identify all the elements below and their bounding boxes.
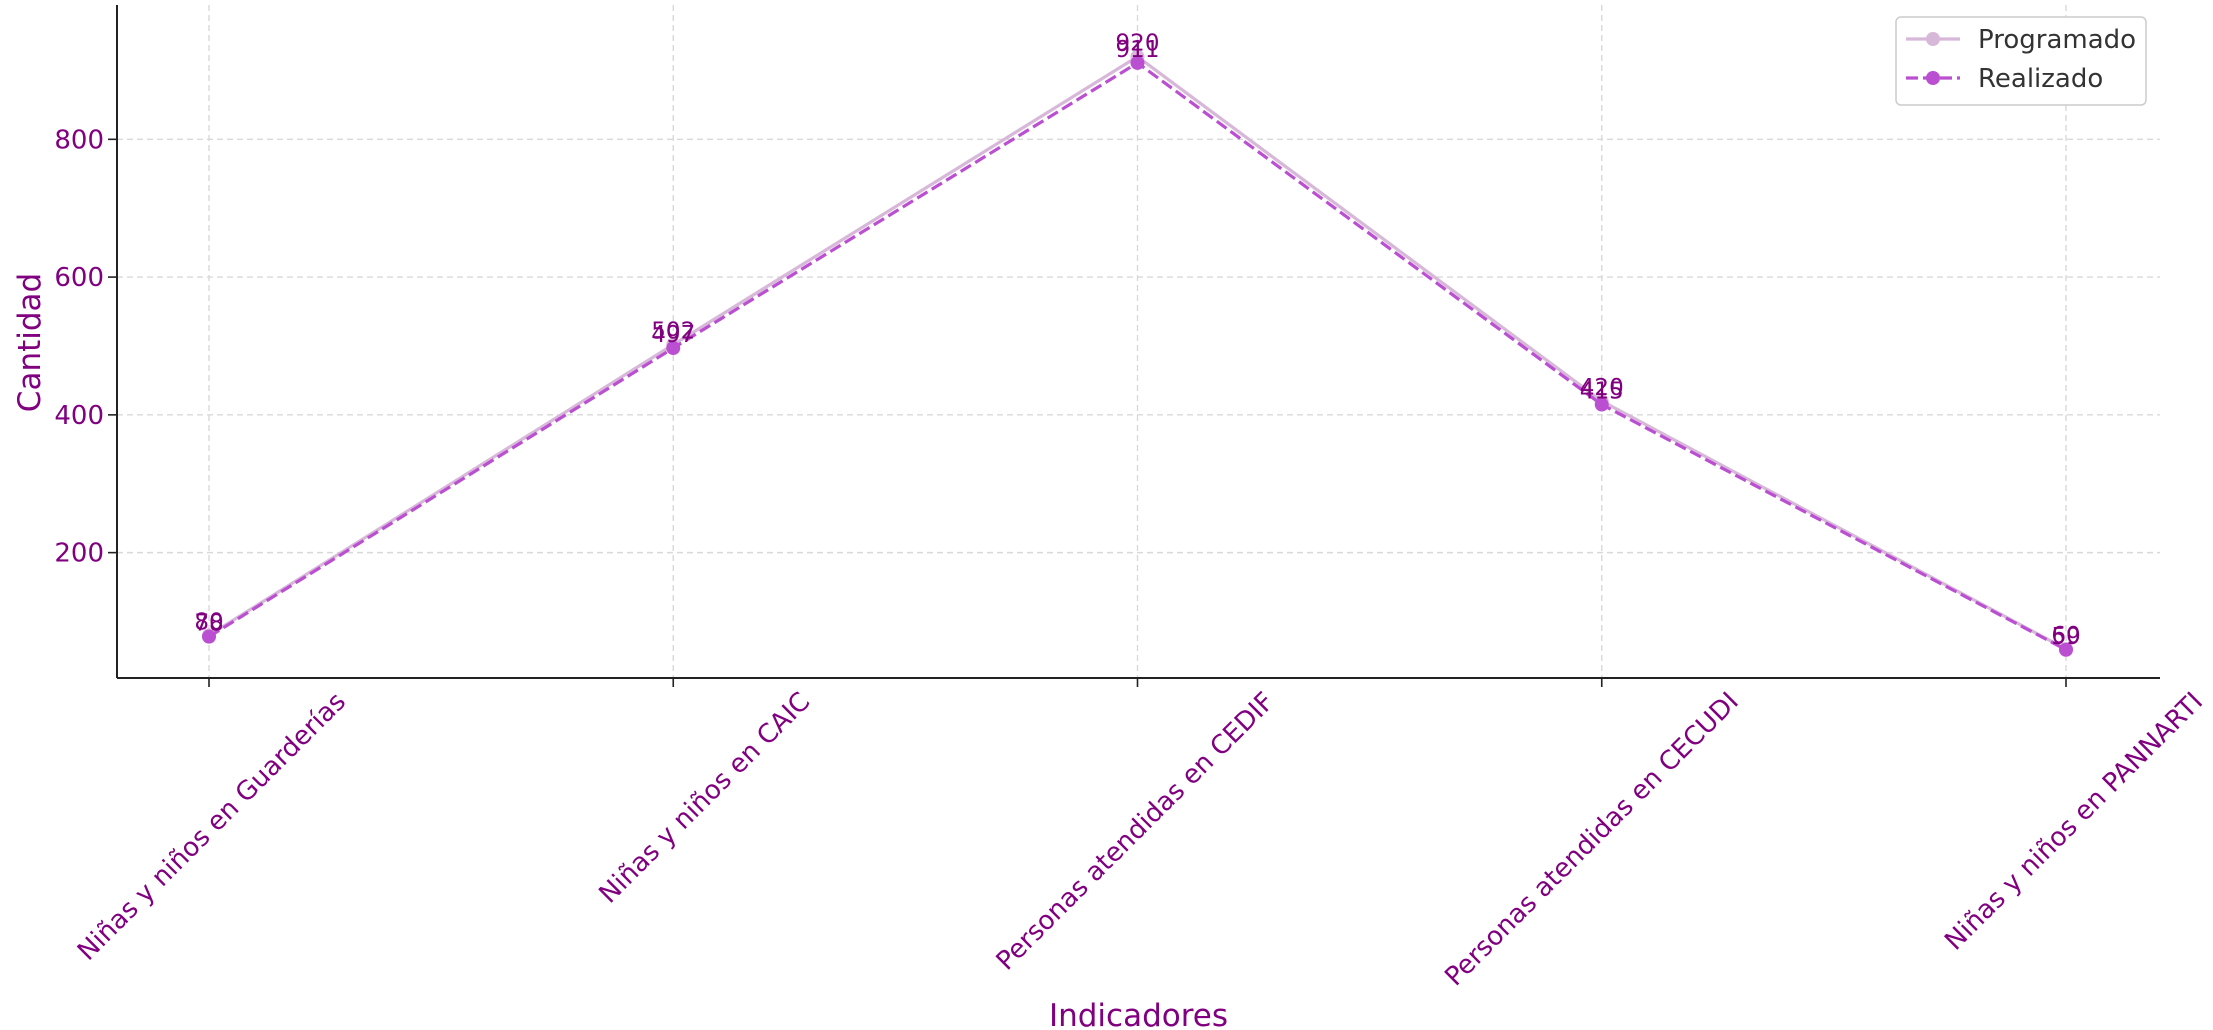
legend-swatch-marker	[1926, 71, 1940, 85]
y-axis-ticks: 200 400 600 800	[54, 125, 117, 569]
legend-label: Programado	[1978, 25, 2136, 55]
x-tick-label: Niñas y niños en PANNARTI	[1939, 687, 2209, 957]
x-tick-label: Niñas y niños en Guarderías	[72, 687, 352, 967]
data-label-realizado: 415	[1580, 379, 1624, 405]
y-tick-label: 400	[54, 401, 104, 431]
y-tick-label: 600	[54, 263, 104, 293]
x-tick-label: Personas atendidas en CECUDI	[1439, 687, 1744, 992]
data-label-realizado: 497	[651, 322, 695, 348]
axes	[116, 5, 2160, 679]
x-axis-title: Indicadores	[1049, 998, 1228, 1030]
legend-item-programado[interactable]: Programado	[1906, 25, 2136, 55]
legend-label: Realizado	[1978, 64, 2103, 94]
grid	[117, 5, 2160, 678]
x-axis-ticks: Niñas y niños en Guarderías Niñas y niños…	[72, 678, 2209, 992]
legend[interactable]: Programado Realizado	[1895, 16, 2147, 106]
data-point-realizado	[1130, 55, 1145, 70]
data-labels: 80 502 920 420 60 78 497 911 415 59	[194, 31, 2080, 650]
data-label-realizado: 78	[194, 611, 223, 637]
data-point-realizado	[2059, 642, 2073, 657]
data-label-programado: 920	[1116, 31, 1160, 57]
data-point-realizado	[1594, 397, 1609, 412]
x-tick-label: Niñas y niños en CAIC	[593, 687, 816, 910]
data-label-programado: 60	[2051, 623, 2080, 649]
legend-item-realizado[interactable]: Realizado	[1906, 64, 2103, 94]
data-point-realizado	[202, 629, 216, 644]
x-tick-label: Personas atendidas en CEDIF	[991, 687, 1281, 977]
data-label-realizado: 59	[2051, 624, 2080, 650]
y-tick-label: 200	[54, 539, 104, 569]
data-point-realizado	[666, 341, 681, 356]
series	[202, 49, 2073, 657]
data-label-programado: 420	[1580, 375, 1624, 401]
legend-swatch-marker	[1926, 32, 1940, 46]
y-tick-label: 800	[54, 125, 104, 155]
data-label-programado: 80	[194, 609, 223, 635]
y-axis-title: Cantidad	[12, 273, 48, 412]
data-label-realizado: 911	[1116, 37, 1160, 63]
data-label-programado: 502	[651, 319, 695, 345]
